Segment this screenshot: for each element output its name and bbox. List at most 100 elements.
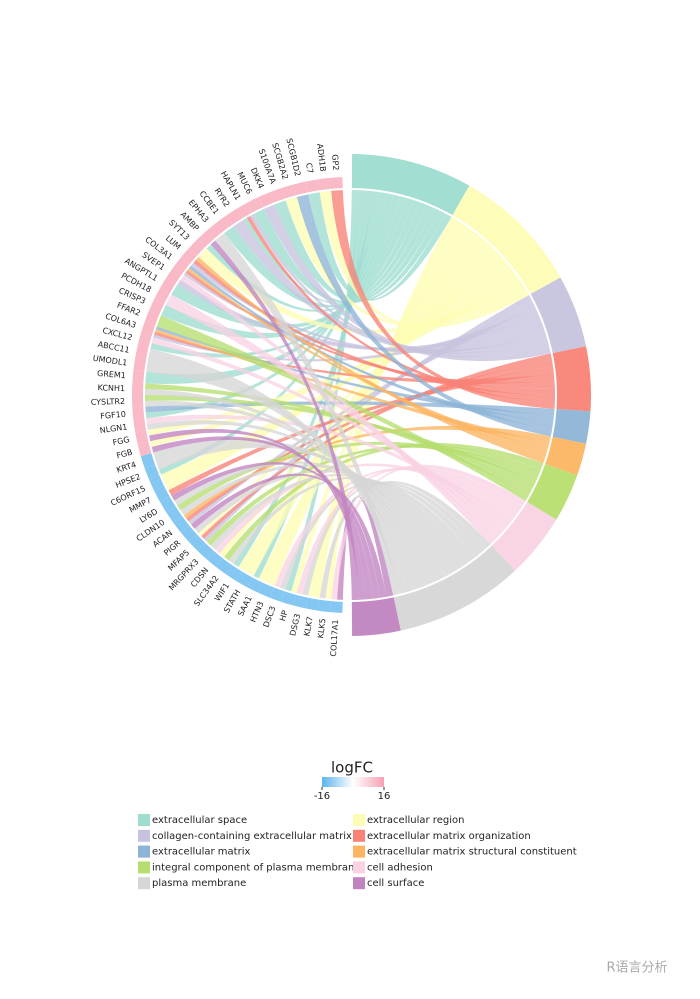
gene-label: COL17A1 — [329, 619, 340, 657]
term-arc — [393, 545, 516, 631]
gene-arc — [330, 601, 343, 613]
gene-arc — [180, 248, 198, 265]
term-arc — [552, 409, 591, 444]
gene-arc — [132, 395, 144, 408]
ribbon — [280, 481, 481, 590]
gene-label: FGB — [115, 448, 133, 461]
legend: logFC -16 16 extracellular space extracellul… — [138, 759, 577, 890]
gene-label: GP2 — [330, 154, 340, 171]
gene-label: KRT4 — [115, 460, 137, 475]
legend-swatch — [138, 814, 150, 826]
gene-label: C7 — [304, 162, 315, 174]
gene-arc — [132, 370, 145, 384]
ribbon — [319, 480, 491, 599]
gene-arc — [137, 441, 152, 457]
gene-arc — [137, 333, 152, 349]
ribbon — [155, 326, 554, 423]
ribbon — [238, 241, 491, 571]
ribbon — [263, 228, 475, 586]
ribbon — [285, 190, 359, 592]
gene-arc — [247, 197, 264, 213]
ribbon — [156, 444, 446, 580]
legend-label: extracellular matrix organization — [367, 831, 531, 842]
ribbon — [154, 331, 555, 384]
ribbon — [145, 400, 427, 588]
gene-arc — [154, 288, 170, 305]
ribbon — [302, 481, 486, 596]
watermark: R语言分析 — [606, 961, 667, 976]
gene-arc — [140, 453, 155, 468]
gene-arc — [132, 382, 144, 395]
ribbon — [165, 294, 501, 540]
ribbon — [243, 236, 486, 576]
legend-swatch — [353, 829, 365, 842]
gene-arc — [258, 582, 274, 598]
gene-label: ABCC11 — [97, 340, 130, 355]
gene-arc — [269, 188, 286, 203]
term-arc — [351, 154, 470, 216]
ribbon — [161, 260, 510, 486]
gene-arc — [154, 485, 170, 502]
legend-label: collagen-containing extracellular matrix — [152, 831, 352, 842]
ribbon — [219, 245, 496, 557]
gene-arc — [197, 230, 214, 248]
gene-arc — [236, 571, 253, 588]
gene-arc — [149, 299, 165, 315]
ribbon — [210, 474, 470, 566]
legend-swatch — [138, 845, 150, 858]
gene-arc — [159, 277, 176, 294]
ribbon — [180, 464, 458, 574]
gene-label: GREM1 — [97, 369, 126, 380]
gene-arc — [317, 599, 332, 613]
gene-arc — [135, 345, 149, 360]
legend-label: cell adhesion — [367, 862, 433, 873]
gene-arc — [135, 430, 149, 445]
gene-label: DSC3 — [262, 605, 278, 629]
gene-arc — [317, 177, 332, 191]
gene-arc — [226, 565, 243, 582]
ribbon — [194, 470, 464, 570]
gene-arc — [140, 322, 155, 337]
gene-arc — [293, 181, 308, 196]
gene-arc — [258, 192, 274, 208]
gene-arc — [197, 542, 214, 560]
gene-arc — [188, 239, 206, 256]
ribbon — [253, 207, 440, 304]
ribbon — [337, 496, 394, 600]
legend-label: extracellular matrix structural constitu… — [367, 847, 577, 858]
colorbar-tick-label: 16 — [378, 791, 391, 802]
legend-label: cell surface — [367, 878, 424, 889]
gene-arc — [305, 179, 320, 193]
legend-label: extracellular matrix — [152, 847, 250, 858]
gene-arc — [133, 357, 147, 372]
term-arc — [491, 502, 557, 571]
term-arc — [351, 597, 401, 636]
gene-arc — [216, 558, 233, 575]
gene-arc — [144, 464, 160, 480]
term-arc — [552, 346, 591, 412]
legend-label: extracellular space — [152, 815, 247, 826]
gene-arc — [305, 597, 320, 611]
term-arc — [545, 436, 587, 476]
gene-label: KLK5 — [316, 618, 327, 639]
gene-arc — [159, 496, 176, 513]
gene-arc — [173, 257, 190, 274]
legend-swatch — [353, 845, 365, 858]
ribbon — [156, 315, 529, 501]
ribbon — [161, 196, 407, 339]
ribbons — [145, 190, 555, 600]
legend-swatch — [353, 877, 365, 890]
gene-arc — [269, 587, 286, 602]
gene-label: CXCL12 — [101, 326, 133, 342]
gene-arc — [132, 406, 145, 420]
ribbon — [308, 220, 464, 598]
gene-arc — [166, 506, 183, 523]
ribbon — [228, 477, 475, 564]
term-arc — [452, 185, 561, 295]
gene-arc — [206, 222, 223, 240]
legend-label: plasma membrane — [152, 878, 246, 889]
ribbon — [224, 202, 427, 308]
gene-arc — [216, 215, 233, 232]
gene-arc — [236, 202, 253, 219]
